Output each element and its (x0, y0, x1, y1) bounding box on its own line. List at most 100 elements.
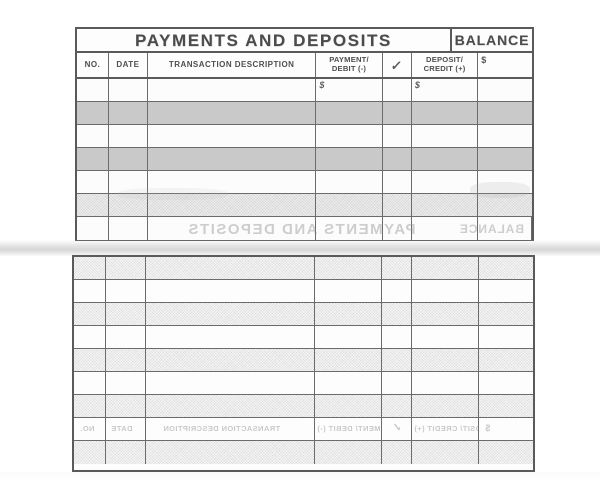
cell-description[interactable] (147, 217, 317, 240)
cell-no[interactable] (77, 79, 109, 101)
cell-date[interactable] (108, 125, 148, 147)
cell-description[interactable] (145, 372, 316, 394)
cell-no[interactable] (74, 395, 107, 417)
cell-description[interactable] (147, 125, 317, 147)
cell-payment[interactable] (315, 326, 383, 348)
cell-payment[interactable] (316, 148, 383, 170)
cell-cleared[interactable] (382, 79, 412, 101)
cell-no[interactable] (77, 102, 109, 124)
table-row[interactable]: NO. DATE TRANSACTION DESCRIPTION PAYMENT… (74, 418, 533, 441)
cell-date[interactable] (108, 171, 148, 193)
cell-payment[interactable] (316, 217, 383, 240)
cell-description[interactable] (147, 148, 317, 170)
cell-description[interactable]: TRANSACTION DESCRIPTION (145, 418, 316, 440)
cell-no[interactable]: NO. (74, 418, 107, 440)
cell-no[interactable] (74, 349, 107, 371)
table-row[interactable] (77, 171, 532, 194)
cell-no[interactable] (77, 148, 109, 170)
cell-date[interactable] (106, 280, 146, 302)
cell-balance[interactable] (478, 441, 533, 464)
cell-balance[interactable]: $ (478, 418, 533, 440)
cell-deposit[interactable] (411, 148, 479, 170)
cell-cleared[interactable] (382, 257, 412, 279)
cell-balance[interactable] (478, 171, 532, 193)
cell-description[interactable] (145, 349, 316, 371)
cell-payment[interactable] (315, 372, 383, 394)
cell-no[interactable] (77, 125, 109, 147)
cell-no[interactable] (74, 326, 107, 348)
cell-description[interactable] (147, 194, 317, 216)
cell-deposit[interactable] (411, 217, 479, 240)
cell-balance[interactable] (478, 257, 533, 279)
cell-description[interactable] (145, 326, 316, 348)
cell-date[interactable] (106, 326, 146, 348)
cell-cleared[interactable] (382, 372, 412, 394)
cell-no[interactable] (77, 194, 109, 216)
cell-date[interactable] (108, 148, 148, 170)
cell-balance[interactable] (478, 349, 533, 371)
cell-deposit[interactable]: DEPOSIT/ CREDIT (+) (411, 418, 479, 440)
cell-cleared[interactable] (382, 349, 412, 371)
cell-payment[interactable] (316, 125, 383, 147)
cell-payment[interactable] (316, 102, 383, 124)
cell-cleared[interactable] (382, 148, 412, 170)
cell-balance[interactable] (478, 148, 532, 170)
cell-cleared[interactable] (382, 326, 412, 348)
cell-date[interactable] (108, 217, 148, 240)
cell-no[interactable] (74, 303, 107, 325)
table-row[interactable] (74, 395, 533, 418)
cell-date[interactable] (106, 372, 146, 394)
cell-balance[interactable] (478, 372, 533, 394)
cell-balance[interactable] (478, 326, 533, 348)
cell-description[interactable] (145, 303, 316, 325)
cell-description[interactable] (145, 257, 316, 279)
cell-deposit[interactable] (411, 349, 479, 371)
cell-description[interactable] (147, 79, 317, 101)
table-row[interactable] (77, 194, 532, 217)
cell-cleared[interactable] (382, 395, 412, 417)
cell-payment[interactable]: PAYMENT/ DEBIT (-) (315, 418, 383, 440)
cell-cleared[interactable] (382, 194, 412, 216)
cell-date[interactable] (106, 395, 146, 417)
cell-cleared[interactable]: ✓ (382, 418, 412, 440)
table-row[interactable] (74, 349, 533, 372)
cell-date[interactable] (108, 102, 148, 124)
cell-deposit[interactable]: $ (411, 79, 479, 101)
table-row[interactable] (74, 257, 533, 280)
cell-payment[interactable] (316, 194, 383, 216)
cell-deposit[interactable] (411, 280, 479, 302)
cell-cleared[interactable] (382, 280, 412, 302)
cell-balance[interactable] (478, 194, 532, 216)
cell-date[interactable] (108, 79, 148, 101)
table-row[interactable] (77, 125, 532, 148)
cell-cleared[interactable] (382, 171, 412, 193)
cell-cleared[interactable] (382, 303, 412, 325)
cell-no[interactable] (77, 217, 109, 240)
table-row[interactable] (74, 303, 533, 326)
table-row[interactable] (74, 441, 533, 464)
cell-description[interactable] (147, 102, 317, 124)
cell-payment[interactable] (315, 280, 383, 302)
cell-description[interactable] (145, 441, 316, 464)
cell-no[interactable] (74, 257, 107, 279)
table-row[interactable] (77, 148, 532, 171)
cell-deposit[interactable] (411, 102, 479, 124)
cell-balance[interactable] (478, 125, 532, 147)
table-row[interactable]: PAYMENTS AND DEPOSITS BALANCE (77, 217, 532, 240)
cell-payment[interactable] (315, 349, 383, 371)
cell-balance[interactable] (478, 280, 533, 302)
cell-payment[interactable] (316, 171, 383, 193)
cell-balance[interactable] (478, 217, 532, 240)
cell-date[interactable]: DATE (106, 418, 146, 440)
cell-no[interactable] (74, 280, 107, 302)
cell-cleared[interactable] (382, 441, 412, 464)
cell-balance[interactable] (478, 102, 532, 124)
cell-no[interactable] (74, 372, 107, 394)
cell-payment[interactable] (315, 441, 383, 464)
cell-no[interactable] (74, 441, 107, 464)
cell-date[interactable] (106, 349, 146, 371)
cell-deposit[interactable] (411, 125, 479, 147)
cell-deposit[interactable] (411, 326, 479, 348)
table-row[interactable] (74, 280, 533, 303)
cell-payment[interactable]: $ (316, 79, 383, 101)
